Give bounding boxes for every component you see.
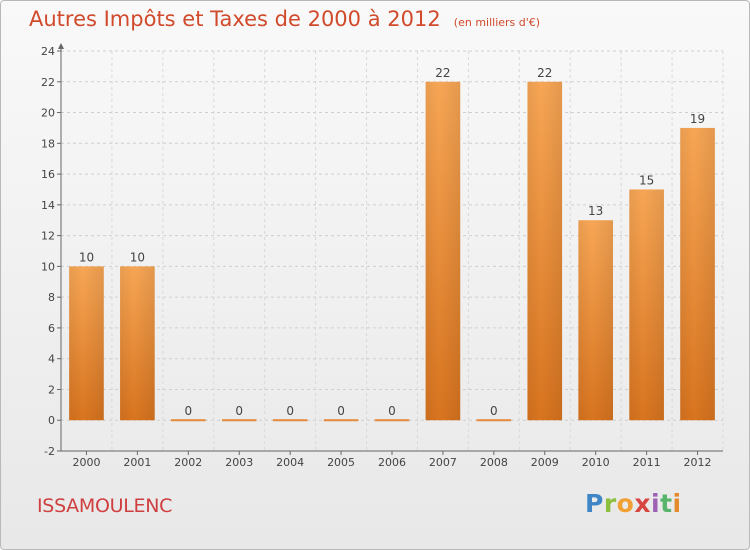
y-tick-label: 22 — [41, 76, 55, 89]
x-tick-label: 2008 — [480, 456, 508, 469]
bar — [476, 419, 512, 422]
data-label: 0 — [490, 404, 498, 418]
y-tick-label: 12 — [41, 230, 55, 243]
x-tick-label: 2003 — [225, 456, 253, 469]
x-tick-label: 2007 — [429, 456, 457, 469]
x-tick-label: 2012 — [684, 456, 712, 469]
bar-shade — [69, 266, 104, 421]
x-tick-label: 2010 — [582, 456, 610, 469]
bar-shade — [527, 81, 563, 421]
y-tick-label: 10 — [41, 260, 55, 273]
bars — [69, 81, 715, 422]
bar-shade — [120, 266, 155, 421]
bar-shade — [629, 189, 664, 421]
y-tick-label: 18 — [41, 137, 55, 150]
y-tick-label: 6 — [48, 322, 55, 335]
x-tick-label: 2002 — [174, 456, 202, 469]
bar-shade — [425, 81, 461, 421]
data-label: 0 — [337, 404, 345, 418]
data-label: 10 — [79, 250, 94, 264]
y-tick-label: 16 — [41, 168, 55, 181]
bar — [323, 419, 359, 422]
title-text: Autres Impôts et Taxes de 2000 à 2012 — [29, 7, 441, 31]
bar — [221, 419, 257, 422]
chart-title: Autres Impôts et Taxes de 2000 à 2012 (e… — [29, 7, 540, 31]
x-tick-label: 2006 — [378, 456, 406, 469]
unit-label: (en milliers d'€) — [453, 16, 541, 29]
y-tick-label: 14 — [41, 199, 55, 212]
x-tick-label: 2005 — [327, 456, 355, 469]
bar-shade — [680, 127, 715, 421]
y-tick-label: 8 — [48, 291, 55, 304]
x-tick-label: 2004 — [276, 456, 304, 469]
proxiti-logo: Proxiti — [585, 489, 682, 518]
x-tick-label: 2011 — [633, 456, 661, 469]
commune-name: ISSAMOULENC — [37, 495, 173, 517]
data-label: 0 — [184, 404, 192, 418]
bar — [170, 419, 206, 422]
y-tick-label: 2 — [48, 383, 55, 396]
y-axis-arrow — [58, 43, 64, 49]
y-tick-label: 24 — [41, 45, 55, 58]
y-tick-label: 4 — [48, 353, 55, 366]
x-tick-label: 2000 — [72, 456, 100, 469]
y-tick-label: -2 — [44, 445, 55, 458]
bar-shade — [578, 220, 614, 421]
data-label: 0 — [388, 404, 396, 418]
data-label: 0 — [235, 404, 243, 418]
y-tick-label: 20 — [41, 107, 55, 120]
data-label: 0 — [286, 404, 294, 418]
gridlines — [60, 50, 724, 452]
data-label: 19 — [690, 112, 705, 126]
bar — [272, 419, 308, 422]
data-label: 22 — [435, 66, 450, 80]
data-label: 13 — [588, 204, 603, 218]
data-labels: 10 10 0 0 0 0 0 22 0 22 13 15 19 — [79, 66, 705, 418]
data-label: 22 — [537, 66, 552, 80]
x-tick-label: 2001 — [123, 456, 151, 469]
x-axis-ticks: 2000 2001 2002 2003 2004 2005 2006 2007 2008 2009… — [72, 451, 712, 469]
x-tick-label: 2009 — [531, 456, 559, 469]
bar — [374, 419, 410, 422]
y-tick-label: 0 — [48, 414, 55, 427]
data-label: 15 — [639, 173, 654, 187]
data-label: 10 — [130, 250, 145, 264]
